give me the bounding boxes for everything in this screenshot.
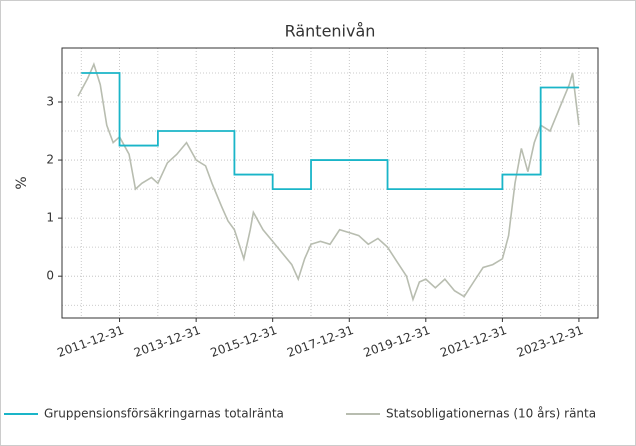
y-tick-label: 3 <box>46 95 54 109</box>
legend-label: Gruppensionsförsäkringarnas totalränta <box>44 407 284 421</box>
series-line <box>77 61 580 303</box>
y-tick-label: 0 <box>46 269 54 283</box>
plot-border <box>61 47 599 319</box>
chart-title: Räntenivån <box>285 22 376 41</box>
series-line <box>81 72 579 190</box>
legend-label: Statsobligationernas (10 års) ränta <box>386 407 596 421</box>
y-tick-label: 2 <box>46 153 54 167</box>
y-axis-label: % <box>14 176 30 189</box>
y-tick-label: 1 <box>46 211 54 225</box>
